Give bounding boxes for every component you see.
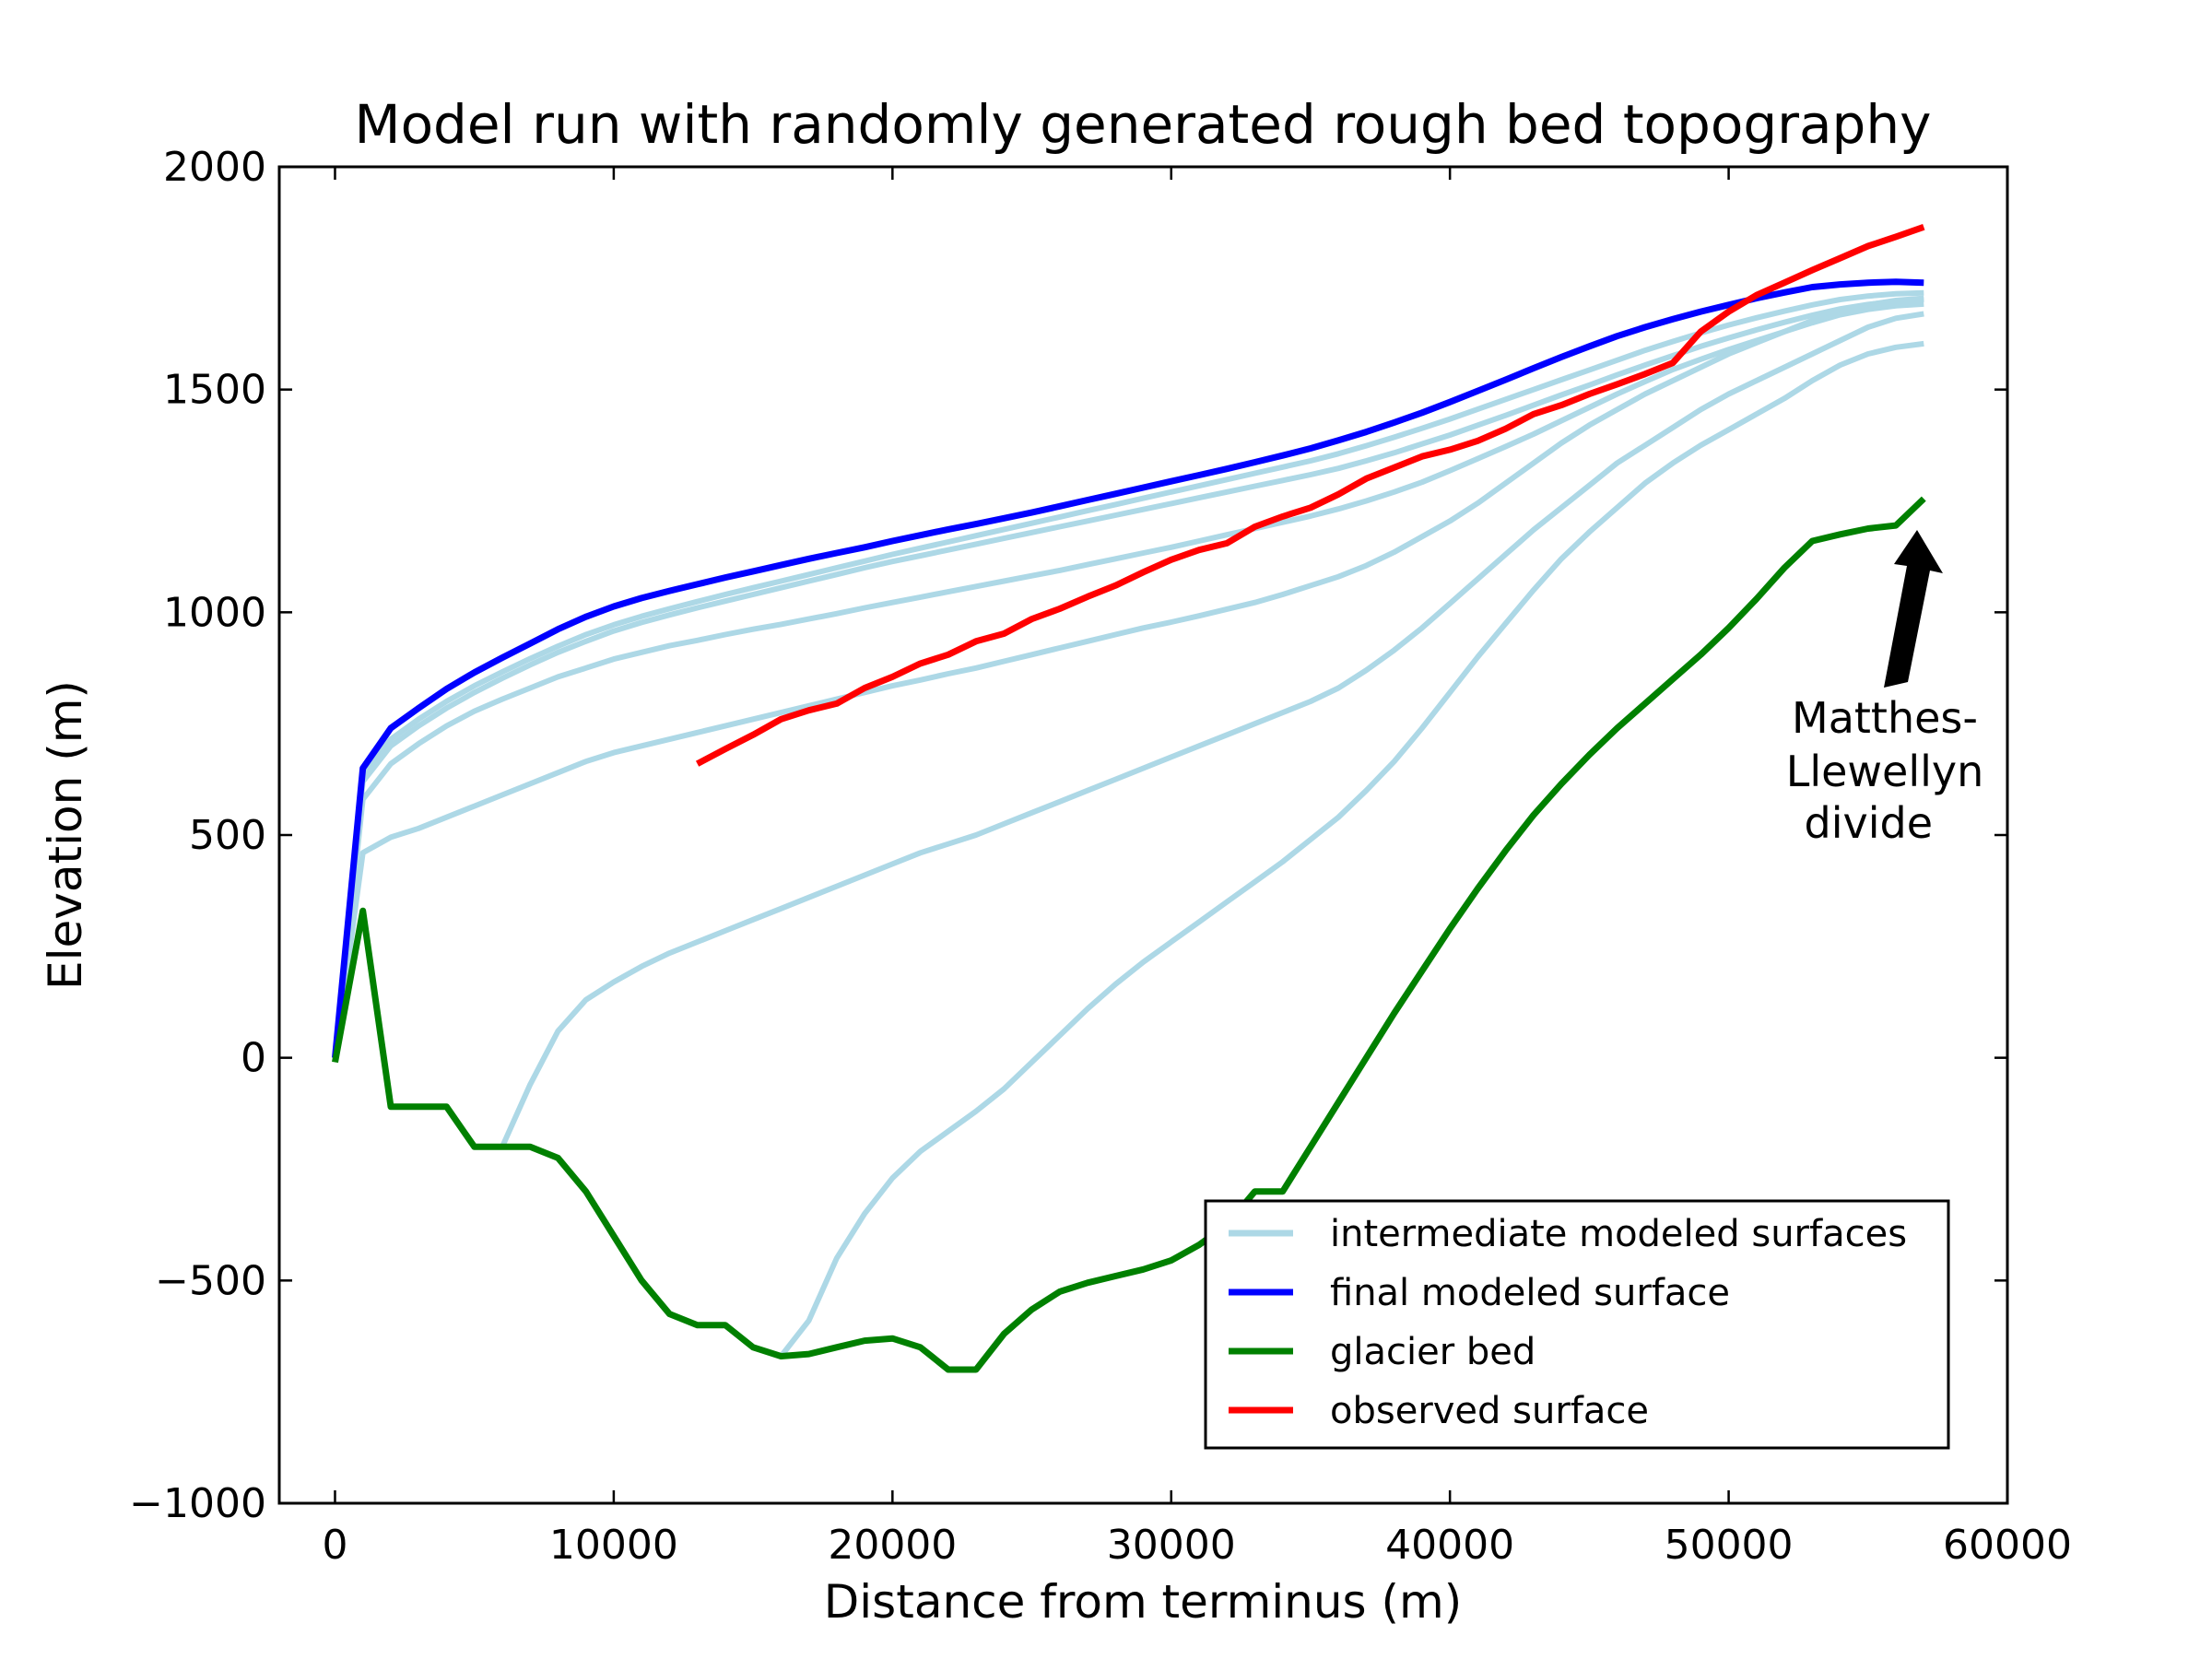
x-axis-label: Distance from terminus (m)	[824, 1575, 1462, 1629]
x-tick-label: 30000	[1107, 1522, 1236, 1569]
annotation-line-3: divide	[1791, 798, 1933, 848]
x-tick-label: 40000	[1385, 1522, 1514, 1569]
chart-title: Model run with randomly generated rough …	[355, 93, 1932, 156]
legend-box	[1204, 1199, 1950, 1450]
y-tick-label: −500	[155, 1257, 266, 1304]
series-bed	[332, 496, 1926, 1373]
series-intermediate-5	[332, 297, 1924, 1059]
y-tick-label: −1000	[129, 1480, 266, 1527]
series-final	[332, 278, 1924, 1059]
x-tick-label: 50000	[1665, 1522, 1794, 1569]
series-intermediate-6	[332, 289, 1924, 1058]
x-tick-label: 60000	[1943, 1522, 2072, 1569]
legend-label-bed: glacier bed	[1330, 1331, 1535, 1373]
y-tick-label: 1000	[163, 589, 266, 636]
y-tick-label: 0	[241, 1035, 266, 1082]
series-layer	[332, 223, 1926, 1373]
legend: intermediate modeled surfaces final mode…	[1204, 1199, 1950, 1450]
divide-annotation: Matthes- Llewellyn divide	[1786, 530, 1984, 848]
legend-label-final: final modeled surface	[1330, 1272, 1730, 1314]
series-intermediate-2	[779, 340, 1924, 1359]
x-tick-label: 10000	[549, 1522, 678, 1569]
series-intermediate-1	[500, 311, 1924, 1148]
series-observed	[695, 223, 1925, 767]
y-tick-label: 1500	[163, 367, 266, 414]
y-axis-label: Elevation (m)	[39, 680, 92, 990]
annotation-line-2: Llewellyn	[1786, 747, 1984, 796]
annotation-arrow	[1884, 530, 1943, 688]
x-tick-label: 0	[322, 1522, 347, 1569]
x-tick-label: 20000	[828, 1522, 957, 1569]
tick-layer: 0 10000 20000 30000 40000 50000 60000−1000−500…	[129, 144, 2072, 1569]
legend-label-observed: observed surface	[1330, 1390, 1649, 1432]
y-tick-label: 500	[189, 812, 266, 859]
series-intermediate-3	[332, 295, 1924, 1059]
y-tick-label: 2000	[163, 144, 266, 191]
series-intermediate-4	[332, 300, 1924, 1059]
annotation-line-1: Matthes-	[1792, 693, 1978, 743]
legend-label-intermediate: intermediate modeled surfaces	[1330, 1213, 1907, 1255]
